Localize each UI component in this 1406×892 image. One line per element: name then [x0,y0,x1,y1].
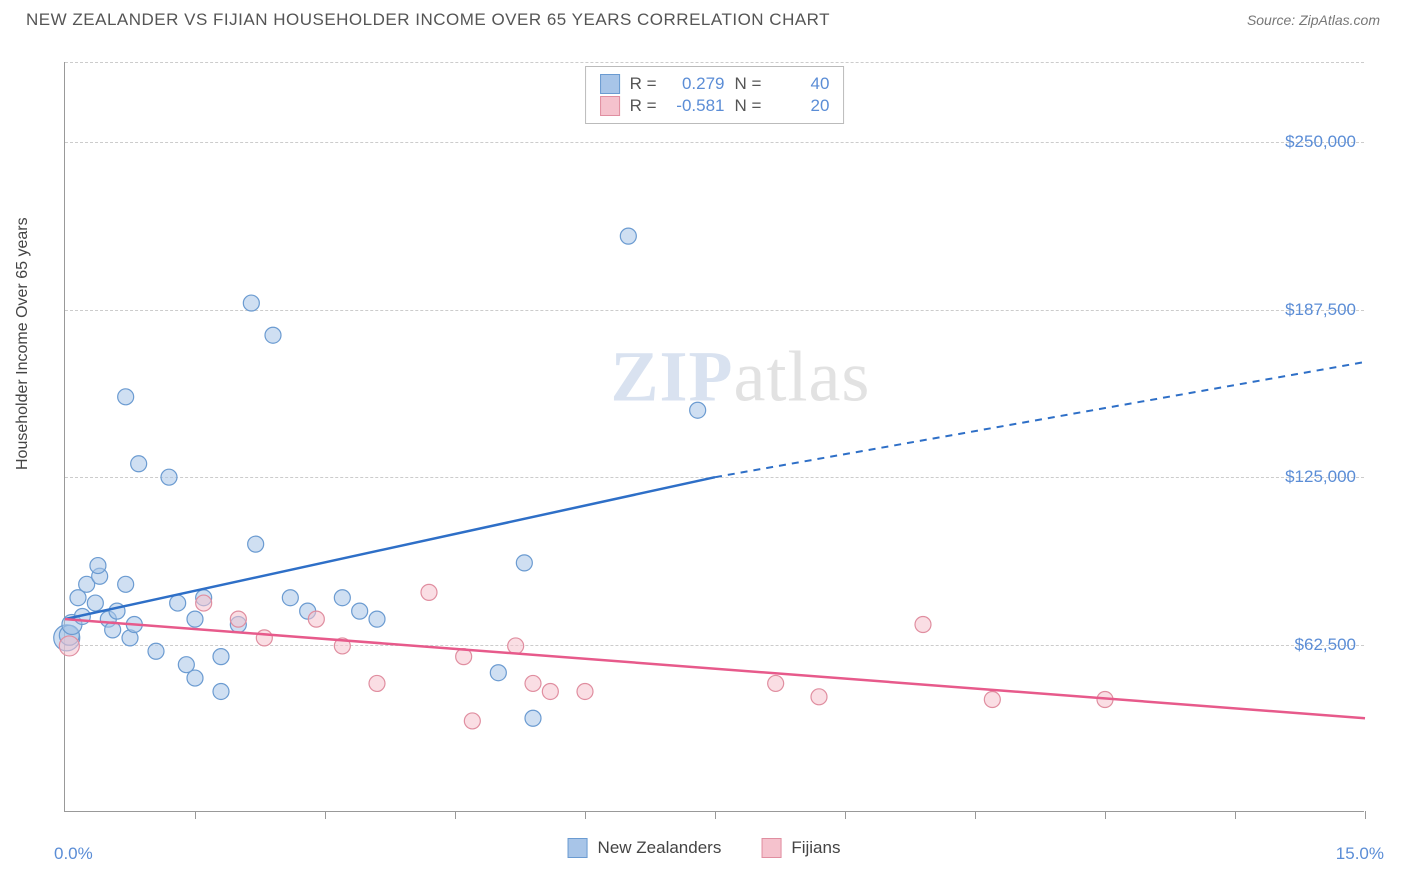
scatter-point [161,469,177,485]
scatter-point [265,327,281,343]
x-tick [1105,811,1106,819]
x-tick [975,811,976,819]
scatter-point [308,611,324,627]
scatter-point [282,590,298,606]
scatter-point [984,692,1000,708]
legend-swatch-nz [568,838,588,858]
regression-line-solid [65,619,1365,718]
r-label: R = [630,74,657,94]
n-label: N = [735,96,762,116]
scatter-point [369,675,385,691]
scatter-point [577,683,593,699]
source-attribution: Source: ZipAtlas.com [1247,12,1380,28]
regression-line-dashed [715,362,1365,477]
scatter-point [421,584,437,600]
chart-header: NEW ZEALANDER VS FIJIAN HOUSEHOLDER INCO… [0,0,1406,36]
scatter-point [148,643,164,659]
scatter-point [170,595,186,611]
r-value-nz: 0.279 [667,74,725,94]
scatter-point [213,683,229,699]
legend-label-fj: Fijians [791,838,840,858]
scatter-point [230,611,246,627]
scatter-point [213,649,229,665]
plot-svg [65,62,1364,811]
legend-item-nz: New Zealanders [568,838,722,858]
scatter-point [352,603,368,619]
scatter-point [187,670,203,686]
scatter-point [542,683,558,699]
scatter-point [243,295,259,311]
n-value-nz: 40 [771,74,829,94]
scatter-point [118,389,134,405]
x-tick [455,811,456,819]
r-value-fj: -0.581 [667,96,725,116]
scatter-point [90,558,106,574]
scatter-point [256,630,272,646]
regression-line-solid [65,477,715,619]
stats-row-fj: R = -0.581 N = 20 [600,96,830,116]
chart-title: NEW ZEALANDER VS FIJIAN HOUSEHOLDER INCO… [26,10,830,30]
scatter-point [187,611,203,627]
n-label: N = [735,74,762,94]
scatter-point [690,402,706,418]
x-tick [585,811,586,819]
scatter-point [508,638,524,654]
scatter-point [915,617,931,633]
stats-box: R = 0.279 N = 40 R = -0.581 N = 20 [585,66,845,124]
scatter-point [248,536,264,552]
x-axis-max-label: 15.0% [1336,844,1384,864]
scatter-point [811,689,827,705]
x-axis-min-label: 0.0% [54,844,93,864]
x-tick [715,811,716,819]
x-tick [325,811,326,819]
swatch-nz [600,74,620,94]
scatter-point [620,228,636,244]
scatter-point [87,595,103,611]
legend: New Zealanders Fijians [568,838,841,858]
x-tick [1365,811,1366,819]
x-tick [195,811,196,819]
n-value-fj: 20 [771,96,829,116]
scatter-point [516,555,532,571]
chart-container: Householder Income Over 65 years ZIPatla… [24,40,1384,860]
legend-label-nz: New Zealanders [598,838,722,858]
y-axis-label: Householder Income Over 65 years [14,217,32,470]
scatter-point [196,595,212,611]
scatter-point [464,713,480,729]
scatter-point [768,675,784,691]
swatch-fj [600,96,620,116]
scatter-point [334,590,350,606]
x-tick [1235,811,1236,819]
scatter-point [118,576,134,592]
r-label: R = [630,96,657,116]
legend-item-fj: Fijians [761,838,840,858]
x-tick [845,811,846,819]
scatter-point [525,675,541,691]
legend-swatch-fj [761,838,781,858]
scatter-point [369,611,385,627]
plot-area: ZIPatlas R = 0.279 N = 40 R = -0.581 N =… [64,62,1364,812]
stats-row-nz: R = 0.279 N = 40 [600,74,830,94]
scatter-point [59,636,79,656]
scatter-point [490,665,506,681]
scatter-point [131,456,147,472]
scatter-point [525,710,541,726]
